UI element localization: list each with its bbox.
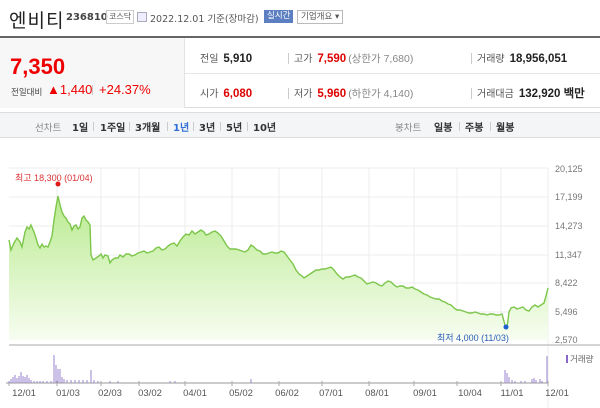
x-tick: 05/02 — [229, 388, 253, 399]
x-tick: 07/01 — [319, 388, 343, 399]
date-text: 2022.12.01 기준(장마감) — [150, 14, 259, 25]
chart-svg — [6, 167, 600, 408]
y-tick: 14,273 — [555, 221, 583, 231]
period-bar: 선차트 1일 1주일 3개월 1년 3년 5년 10년 봉차트 일봉 주봉 월봉 — [0, 112, 600, 138]
high-marker — [55, 181, 61, 187]
x-tick: 08/01 — [365, 388, 389, 399]
calendar-icon — [137, 12, 147, 22]
x-tick: 02/03 — [98, 388, 122, 399]
divider — [167, 122, 168, 131]
divider — [193, 122, 194, 131]
amount-value: 132,920 백만 — [518, 88, 585, 100]
volume-legend: 거래량 — [566, 353, 593, 365]
price-line — [8, 195, 549, 330]
prev-close-value: 5,910 — [223, 53, 253, 65]
market-badge: 코스닥 — [106, 10, 135, 24]
y-tick: 11,347 — [555, 250, 582, 260]
open-cell: 시가 6,080 — [200, 85, 252, 100]
high-label: 고가 — [294, 54, 313, 65]
diff-percent: +24.37% — [99, 82, 151, 97]
price-chart[interactable]: 최고 18,300 (01/04) 최저 4,000 (11/03) 20,12… — [0, 150, 600, 408]
period-1d[interactable]: 1일 — [72, 123, 89, 134]
low-annotation: 최저 4,000 (11/03) — [437, 333, 509, 343]
price-summary: 7,350 전일대비 ▲1,440 +24.37% 전일 5,910 고가 7,59… — [0, 36, 600, 108]
low-label: 저가 — [294, 89, 313, 100]
open-label: 시가 — [200, 89, 219, 100]
y-tick: 5,496 — [555, 307, 578, 317]
period-1w[interactable]: 1주일 — [100, 123, 126, 134]
divider — [93, 122, 94, 131]
candle-chart-label: 봉차트 — [395, 123, 422, 134]
prev-close-label: 전일 — [200, 54, 219, 65]
y-tick: 2,570 — [555, 335, 578, 345]
lower-limit: (하한가 4,140) — [348, 88, 414, 100]
y-tick: 17,199 — [555, 192, 583, 202]
current-price-box: 7,350 전일대비 ▲1,440 +24.37% — [0, 38, 185, 108]
divider — [288, 53, 289, 64]
divider — [288, 88, 289, 99]
candle-monthly[interactable]: 월봉 — [496, 123, 515, 134]
row-divider — [185, 73, 600, 74]
low-marker — [503, 324, 509, 330]
candle-weekly[interactable]: 주봉 — [465, 123, 484, 134]
period-3m[interactable]: 3개월 — [135, 123, 161, 134]
candle-daily[interactable]: 일봉 — [434, 123, 453, 134]
diff-value: ▲1,440 — [47, 82, 93, 97]
volume-cell: 거래량 18,956,051 — [477, 50, 567, 65]
high-value: 7,590 — [317, 53, 347, 65]
stock-header: 엔비티 236810 코스닥 2022.12.01 기준(장마감) 실시간 기업… — [0, 0, 600, 36]
high-cell: 고가 7,590 (상한가 7,680) — [294, 50, 413, 66]
high-annotation: 최고 18,300 (01/04) — [15, 173, 93, 183]
divider — [129, 122, 130, 131]
upper-limit: (상한가 7,680) — [348, 53, 414, 65]
stock-name: 엔비티 — [9, 10, 65, 32]
x-tick: 03/02 — [138, 388, 162, 399]
period-1y[interactable]: 1년 — [173, 123, 190, 134]
x-tick: 06/02 — [275, 388, 299, 399]
diff-label: 전일대비 — [11, 88, 43, 98]
company-info-dropdown[interactable]: 기업개요 ▾ — [297, 10, 344, 24]
volume-bars — [8, 355, 548, 383]
realtime-button[interactable]: 실시간 — [264, 10, 294, 23]
prev-close-cell: 전일 5,910 — [200, 50, 252, 65]
volume-label: 거래량 — [477, 54, 505, 65]
current-price: 7,350 — [10, 54, 66, 79]
divider — [220, 122, 221, 131]
line-chart-label: 선차트 — [35, 123, 62, 134]
amount-label: 거래대금 — [477, 89, 514, 100]
low-cell: 저가 5,960 (하한가 4,140) — [294, 85, 413, 101]
x-tick: 09/01 — [413, 388, 437, 399]
x-tick: 10/04 — [458, 388, 482, 399]
open-value: 6,080 — [223, 88, 253, 100]
y-tick: 20,125 — [555, 164, 583, 174]
x-tick: 11/01 — [500, 388, 524, 399]
divider — [247, 122, 248, 131]
price-area — [9, 196, 548, 340]
low-value: 5,960 — [317, 88, 347, 100]
divider — [471, 88, 472, 99]
divider — [471, 53, 472, 64]
divider — [459, 122, 460, 131]
y-tick: 8,422 — [555, 278, 578, 288]
x-tick: 12/01 — [545, 388, 569, 399]
divider — [490, 122, 491, 131]
amount-cell: 거래대금 132,920 백만 — [477, 85, 585, 101]
period-5y[interactable]: 5년 — [226, 123, 243, 134]
period-10y[interactable]: 10년 — [253, 123, 277, 134]
x-tick: 12/01 — [12, 388, 36, 399]
period-3y[interactable]: 3년 — [199, 123, 216, 134]
volume-value: 18,956,051 — [509, 53, 568, 65]
x-tick: 04/01 — [183, 388, 207, 399]
x-tick: 01/03 — [56, 388, 80, 399]
divider — [92, 85, 93, 95]
stock-code: 236810 — [66, 12, 108, 23]
